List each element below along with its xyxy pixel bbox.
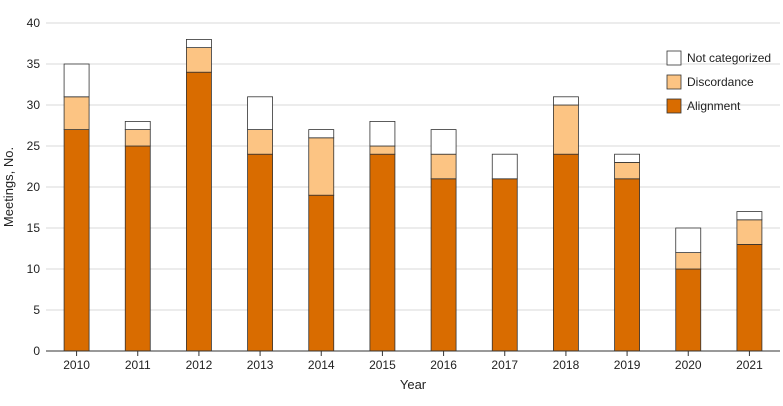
bar-segment-not-categorized [736,211,763,221]
legend-label-alignment: Alignment [687,99,741,113]
legend-label-discordance: Discordance [687,75,754,89]
legend-swatch-discordance [666,74,682,90]
x-tick-label: 2021 [736,358,763,372]
x-tick-label: 2012 [186,358,213,372]
bar-segment-alignment [614,178,640,352]
bar-segment-alignment [675,268,702,352]
bar-segment-discordance [308,137,335,196]
x-tick-label: 2014 [308,358,335,372]
y-tick-label: 20 [27,180,41,194]
y-tick-label: 25 [27,139,41,153]
bar-segment-not-categorized [675,227,702,254]
y-tick-label: 10 [27,262,41,276]
bar-segment-alignment [430,178,457,352]
bar-segment-discordance [369,145,396,155]
bar-segment-discordance [736,219,763,245]
bar-segment-not-categorized [553,96,579,106]
y-tick-label: 35 [27,57,41,71]
bar-segment-discordance [186,47,212,73]
y-tick-label: 40 [27,16,41,30]
bar-segment-alignment [369,153,396,352]
bar-segment-alignment [553,153,579,352]
bar-segment-discordance [124,129,151,147]
bar-segment-discordance [430,153,457,180]
bar-segment-discordance [614,161,640,180]
bar-segment-alignment [124,145,151,352]
x-tick-label: 2020 [675,358,702,372]
bar-segment-not-categorized [430,129,457,155]
x-tick-label: 2013 [247,358,274,372]
bar-segment-alignment [491,178,518,352]
x-axis-ticks: 2010 2011 2012 2013 2014 2015 2016 2017 2018 2019… [63,351,763,372]
x-tick-label: 2017 [491,358,518,372]
bar-segment-alignment [247,153,273,352]
bar-segment-discordance [675,252,702,270]
x-tick-label: 2011 [125,358,151,372]
legend-swatch-alignment [666,98,682,114]
bar-segment-discordance [553,104,579,155]
x-tick-label: 2010 [63,358,90,372]
bar-segment-not-categorized [63,63,90,98]
bar-segment-not-categorized [491,153,518,180]
x-tick-label: 2015 [369,358,396,372]
bar-segment-discordance [247,129,273,155]
bar-segment-alignment [186,71,212,352]
x-tick-label: 2019 [614,358,641,372]
bar-segment-alignment [736,243,763,352]
bars [63,39,763,352]
bar-segment-discordance [63,96,90,131]
bar-segment-not-categorized [614,153,640,163]
y-tick-label: 0 [33,344,40,358]
y-tick-label: 30 [27,98,41,112]
gridlines [46,22,780,311]
legend-swatch-not-categorized [666,50,682,66]
bar-segment-not-categorized [186,39,212,49]
x-tick-label: 2018 [553,358,580,372]
bar-segment-not-categorized [247,96,273,131]
y-axis-ticks: 0 5 10 15 20 25 30 35 40 [27,16,41,358]
legend: Not categorized Discordance Alignment [666,50,771,114]
legend-label-not-categorized: Not categorized [687,51,771,65]
bar-segment-not-categorized [369,121,396,147]
bar-segment-not-categorized [124,121,151,131]
bar-segment-alignment [63,129,90,352]
y-axis-title: Meetings, No. [1,147,16,227]
bar-segment-alignment [308,194,335,352]
x-axis-title: Year [400,377,427,392]
y-tick-label: 15 [27,221,41,235]
bar-segment-not-categorized [308,129,335,139]
y-tick-label: 5 [33,303,40,317]
x-tick-label: 2016 [430,358,457,372]
